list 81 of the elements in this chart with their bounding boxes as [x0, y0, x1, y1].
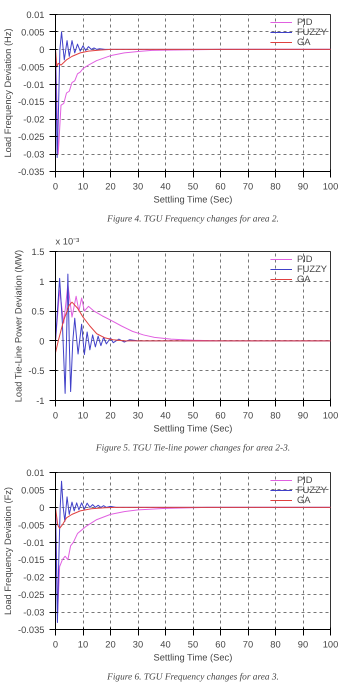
- x-tick-label: 20: [105, 640, 116, 650]
- y-tick-label: -0.01: [23, 80, 45, 90]
- y-tick-label: 0: [39, 502, 45, 513]
- caption: Figure 4. TGU Frequency changes for area 2.: [106, 214, 279, 224]
- x-tick-label: 100: [322, 410, 338, 420]
- y-tick-label: -0.015: [18, 97, 45, 108]
- legend-label: GA: [296, 274, 312, 284]
- legend-label: GA: [296, 495, 312, 505]
- x-tick-label: 100: [322, 640, 338, 650]
- x-tick-label: 10: [78, 182, 88, 192]
- y-tick-label: -0.5: [28, 366, 45, 376]
- y-tick-label: 0: [39, 44, 45, 55]
- x-axis-title: Settling Time (Sec): [154, 424, 232, 434]
- x-tick-label: 80: [270, 410, 281, 420]
- x-tick-label: 0: [52, 640, 58, 650]
- line-series: [56, 48, 330, 68]
- x-tick-label: 50: [188, 410, 198, 420]
- y-axis-title: Load Tie-Line Power Deviation (MW): [13, 250, 24, 402]
- x-tick-label: 20: [105, 410, 116, 420]
- y-tick-label: -0.025: [18, 132, 45, 142]
- y-tick-label: 0.005: [21, 27, 44, 38]
- y-tick-label: -0.005: [18, 62, 45, 72]
- x-tick-label: 80: [270, 182, 281, 192]
- x-tick-label: 10: [78, 410, 88, 420]
- x-tick-label: 40: [160, 640, 171, 650]
- legend-label: PID: [296, 475, 314, 485]
- x-tick-label: 20: [105, 182, 116, 192]
- y-tick-label: -0.035: [18, 625, 45, 635]
- y-tick-label: -1: [36, 396, 45, 406]
- x-tick-label: 90: [298, 182, 308, 192]
- x-tick-label: 30: [132, 640, 144, 650]
- x-axis-title: Settling Time (Sec): [154, 194, 232, 204]
- y-tick-label: 0.01: [26, 10, 44, 20]
- x-tick-label: 70: [242, 182, 254, 192]
- x-tick-label: 30: [132, 410, 144, 420]
- y-axis-title: Load Frequency Deviation (Fz): [3, 486, 14, 616]
- x-tick-label: 10: [78, 640, 88, 650]
- text: x 10⁻³: [56, 236, 80, 246]
- x-tick-label: 100: [322, 182, 338, 192]
- y-tick-label: 0.005: [21, 485, 44, 496]
- x-tick-label: 50: [188, 182, 198, 192]
- y-tick-label: 0.5: [32, 306, 44, 317]
- y-tick-label: 1: [39, 276, 45, 287]
- y-tick-label: 1.5: [32, 247, 44, 257]
- x-tick-label: 0: [52, 410, 58, 420]
- y-tick-label: -0.025: [18, 590, 45, 600]
- legend-label: FUZZY: [296, 264, 327, 274]
- x-axis-title: Settling Time (Sec): [154, 652, 232, 662]
- y-tick-label: -0.03: [23, 150, 45, 160]
- line-series: [56, 506, 330, 529]
- caption: Figure 5. TGU Tie-line power changes for area 2-3.: [94, 444, 290, 454]
- y-tick-label: -0.015: [18, 555, 45, 566]
- legend-label: FUZZY: [296, 27, 327, 37]
- x-tick-label: 60: [215, 182, 226, 192]
- line-series: [56, 302, 330, 354]
- x-tick-label: 0: [52, 182, 58, 192]
- y-tick-label: 0: [39, 336, 45, 346]
- x-tick-label: 70: [242, 410, 254, 420]
- x-tick-label: 90: [298, 410, 308, 420]
- y-tick-label: -0.02: [23, 572, 45, 583]
- caption: Figure 6. TGU Frequency changes for area 3.: [106, 672, 279, 682]
- y-tick-label: -0.03: [23, 608, 45, 618]
- y-tick-label: 0.01: [26, 468, 44, 478]
- x-tick-label: 60: [215, 640, 226, 650]
- legend-label: GA: [296, 37, 312, 47]
- y-tick-label: -0.035: [18, 167, 45, 177]
- y-tick-label: -0.01: [23, 538, 45, 548]
- y-axis-title: Load Frequency Deviation (Hz): [3, 28, 14, 158]
- x-tick-label: 60: [215, 410, 226, 420]
- legend-label: PID: [296, 17, 314, 27]
- y-tick-label: -0.02: [23, 114, 45, 125]
- legend-label: FUZZY: [296, 485, 327, 495]
- x-tick-label: 70: [242, 640, 254, 650]
- x-tick-label: 30: [132, 182, 144, 192]
- x-tick-label: 40: [160, 410, 171, 420]
- x-tick-label: 50: [188, 640, 198, 650]
- x-tick-label: 40: [160, 182, 171, 192]
- x-tick-label: 90: [298, 640, 308, 650]
- legend-label: PID: [296, 254, 314, 264]
- y-tick-label: -0.005: [18, 520, 45, 530]
- x-tick-label: 80: [270, 640, 281, 650]
